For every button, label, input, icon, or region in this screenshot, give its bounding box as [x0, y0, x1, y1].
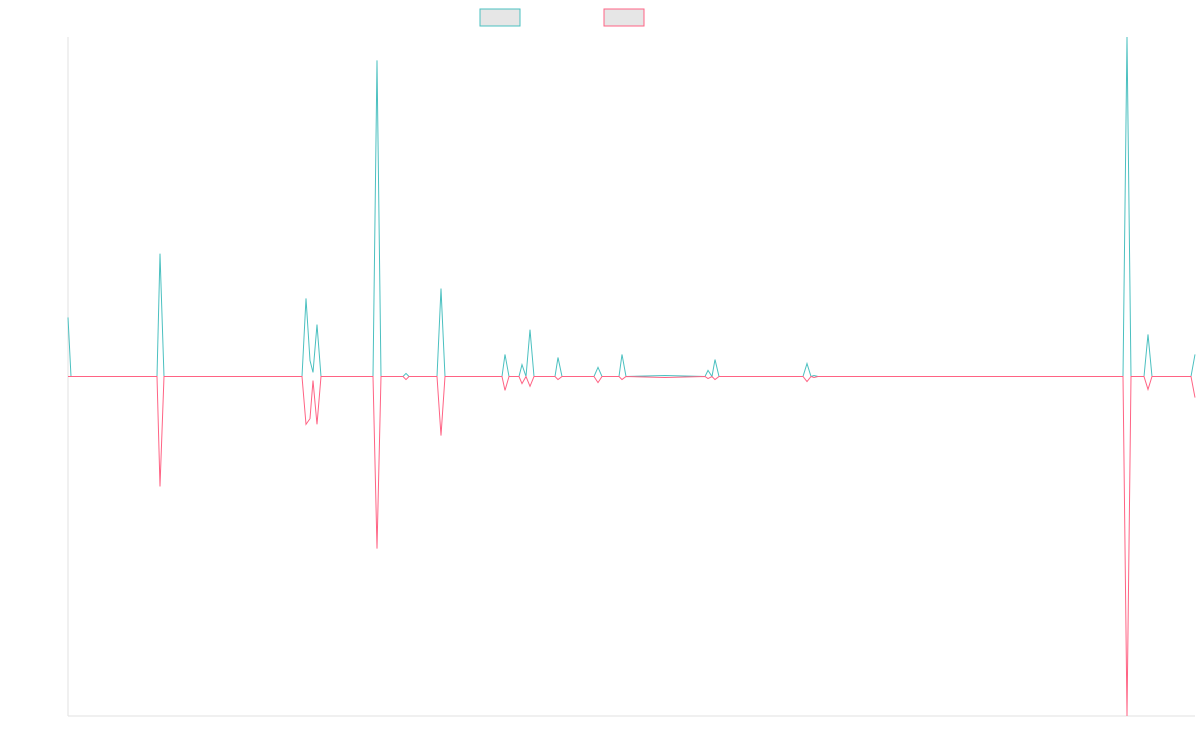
- series-line: [68, 375, 1196, 717]
- legend-swatch: [479, 8, 521, 27]
- series-line: [67, 36, 1196, 378]
- legend-swatch: [603, 8, 645, 27]
